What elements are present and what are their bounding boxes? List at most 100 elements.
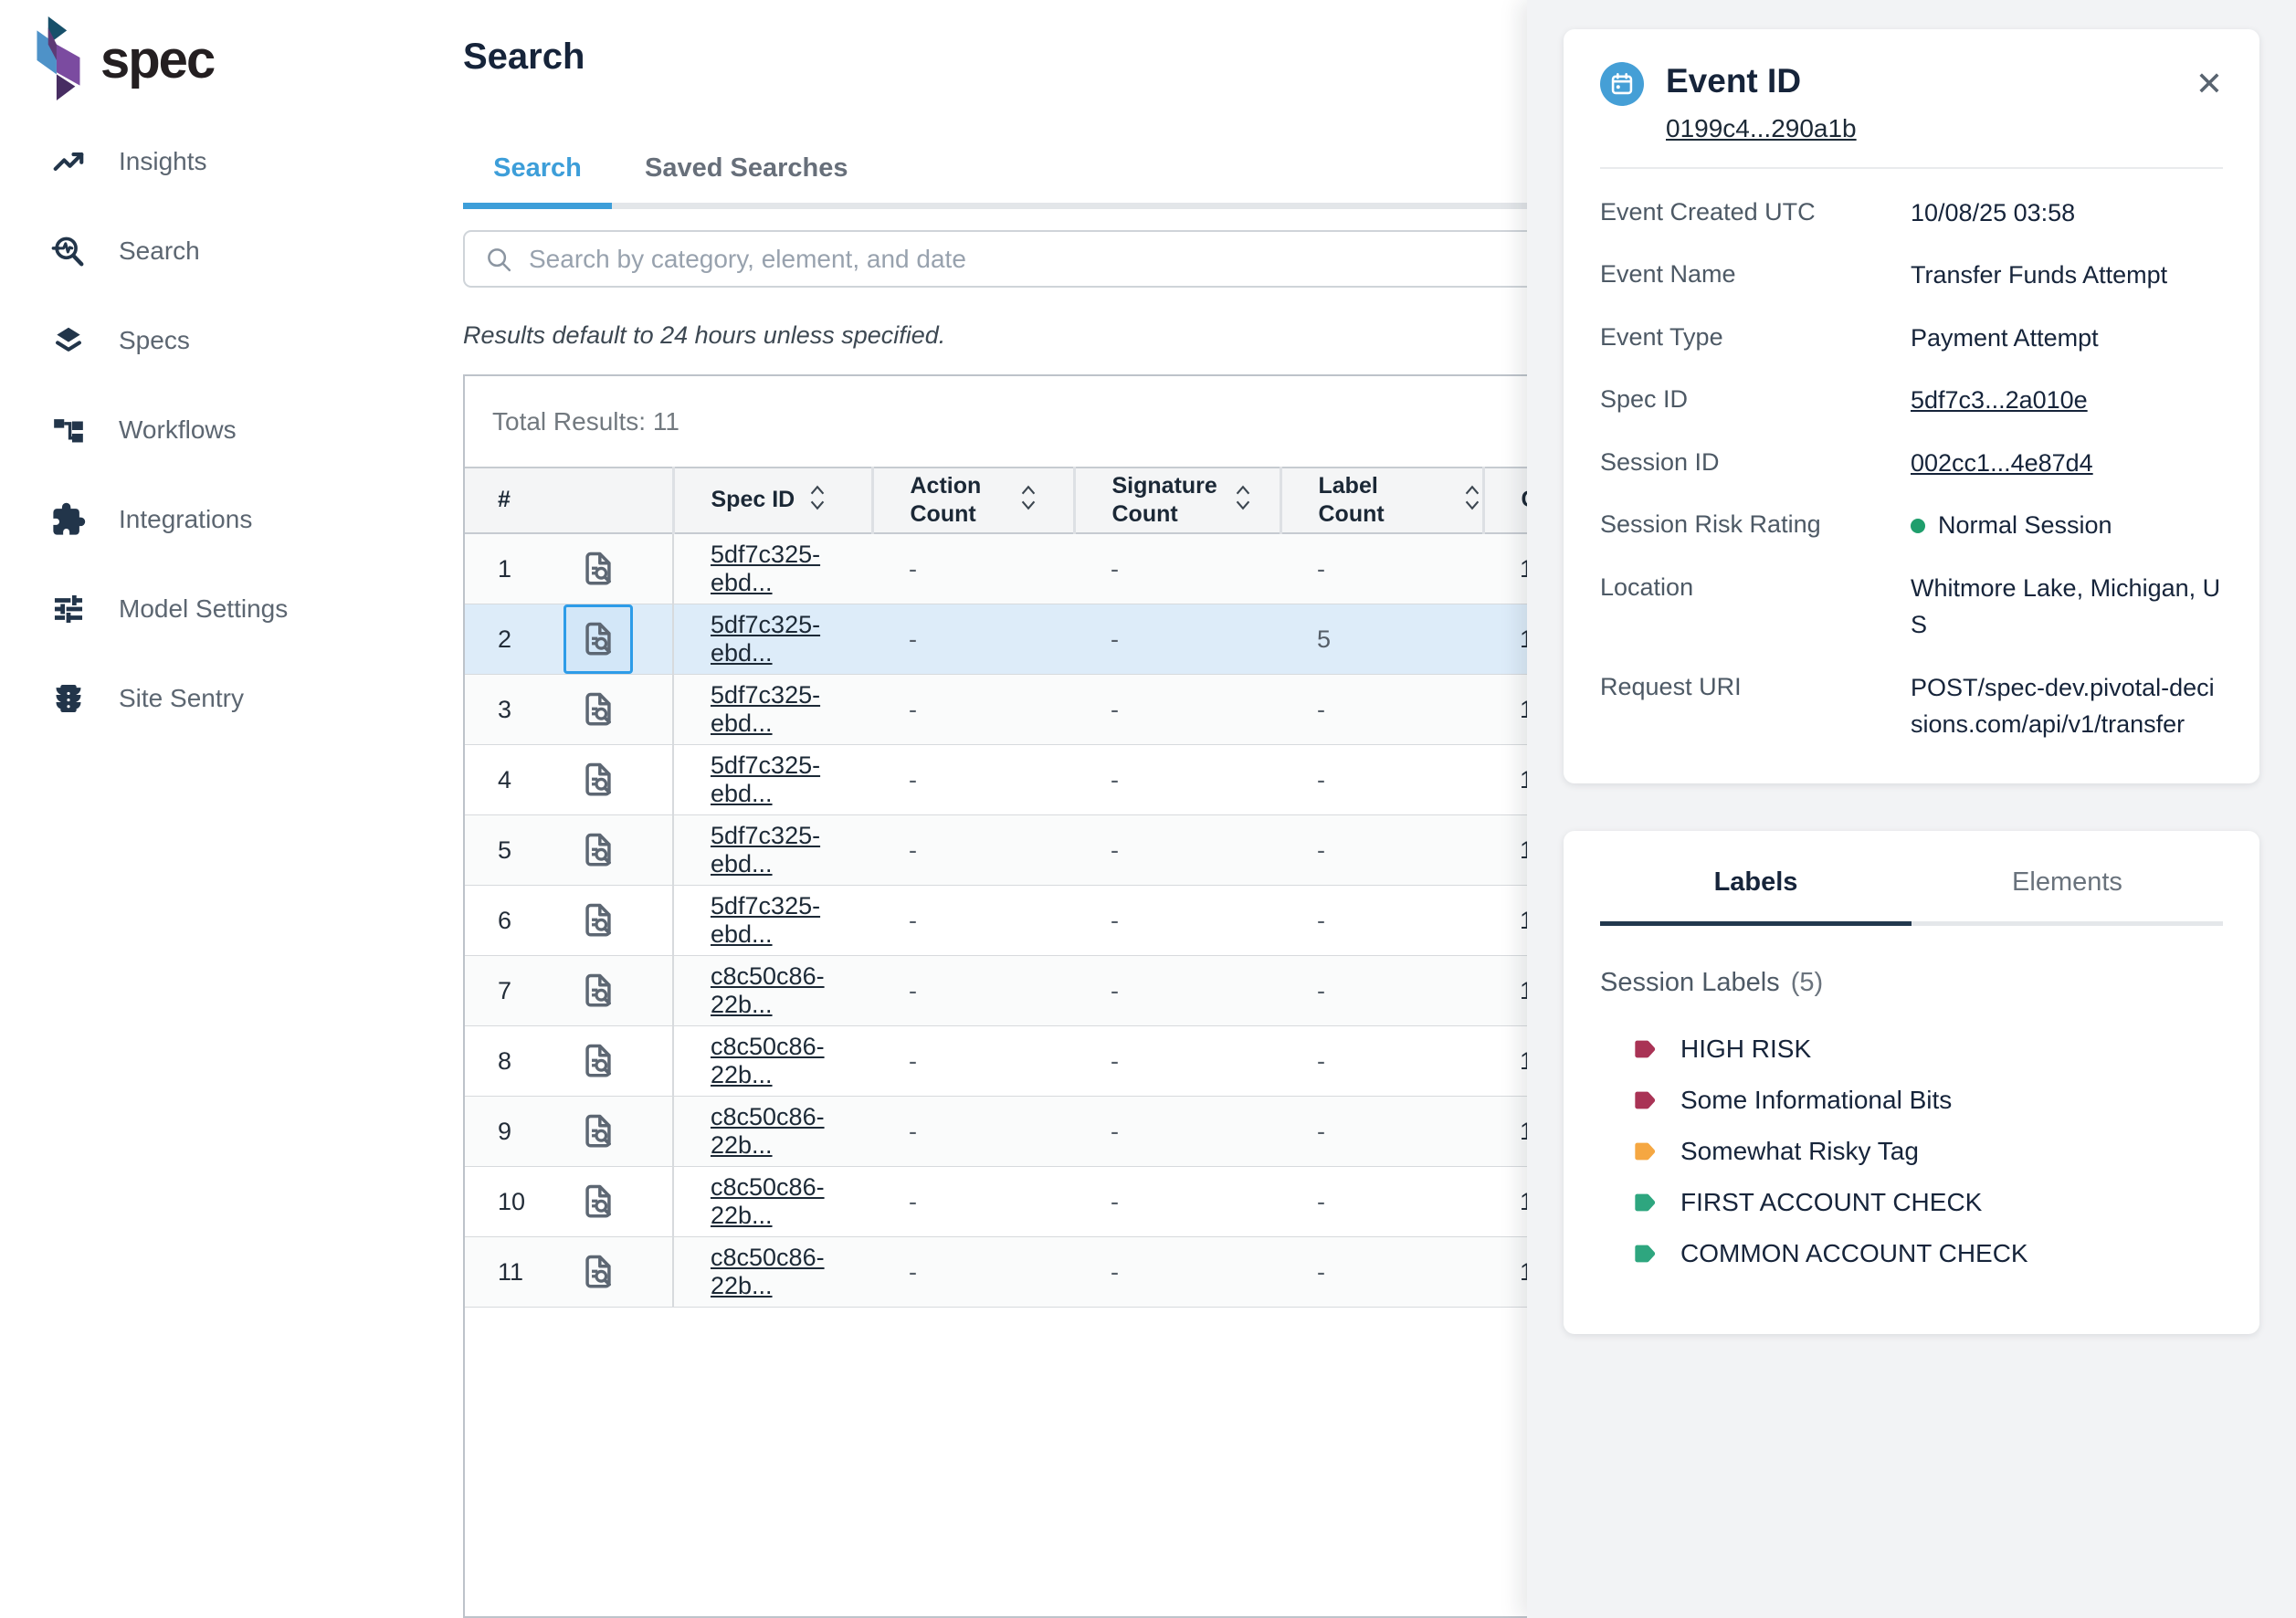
sidebar-item-search[interactable]: Search [0, 206, 461, 296]
col-header-num: # [498, 487, 511, 513]
sidebar-item-label: Specs [119, 326, 190, 354]
file-search-icon [585, 1255, 611, 1288]
field-label: Spec ID [1600, 385, 1689, 414]
row-number: 5 [498, 835, 512, 864]
spec-id-link[interactable]: c8c50c86-22b... [711, 1033, 825, 1088]
file-search-button[interactable] [563, 886, 633, 955]
event-fields: Event Created UTC 10/08/25 03:58 Event N… [1600, 182, 2223, 756]
event-detail-card: Event ID 0199c4...290a1b ✕ Event Created… [1564, 29, 2259, 783]
file-search-button[interactable] [563, 1097, 633, 1166]
col-header-spec-id[interactable]: Spec ID [671, 468, 872, 533]
session-label-text: HIGH RISK [1680, 1034, 1812, 1063]
field-row: Session ID 002cc1...4e87d4 [1600, 432, 2223, 495]
panel-title: Event ID [1666, 62, 1802, 100]
sidebar-item-insights[interactable]: Insights [0, 117, 461, 206]
file-search-button[interactable] [563, 1026, 633, 1096]
label-count-cell: - [1280, 1236, 1483, 1308]
search-icon [488, 247, 511, 271]
signature-count-cell: - [1074, 1025, 1280, 1097]
action-count-cell: - [872, 1166, 1074, 1237]
file-search-button[interactable] [563, 534, 633, 604]
col-header-signature-count[interactable]: Signature Count [1072, 468, 1280, 533]
label-count-cell: - [1280, 1096, 1483, 1167]
total-results: Total Results: 11 [492, 406, 679, 436]
action-count-cell: - [872, 674, 1074, 745]
event-id-link[interactable]: 0199c4...290a1b [1666, 113, 1857, 142]
page-title: Search [463, 37, 585, 77]
session-label-text: Somewhat Risky Tag [1680, 1136, 1919, 1165]
field-value: Whitmore Lake, Michigan, US [1911, 573, 2221, 639]
field-value: Payment Attempt [1911, 323, 2099, 352]
tab-elements[interactable]: Elements [1912, 867, 2223, 926]
row-number: 4 [498, 765, 512, 793]
label-count-cell: - [1280, 955, 1483, 1026]
spec-id-link[interactable]: 5df7c325-ebd... [711, 541, 821, 596]
sort-icon[interactable] [807, 484, 827, 518]
session-labels-list: HIGH RISK Some Informational Bits Somewh… [1633, 1024, 2223, 1279]
field-value: Normal Session [1911, 507, 2223, 544]
sidebar-item-integrations[interactable]: Integrations [0, 475, 461, 564]
tag-icon [1635, 1245, 1656, 1262]
sort-icon[interactable] [1233, 484, 1253, 518]
session-label-item: Some Informational Bits [1633, 1075, 2223, 1126]
file-search-button[interactable] [563, 956, 633, 1025]
field-label: Event Type [1600, 322, 1723, 351]
spec-id-link[interactable]: 5df7c325-ebd... [711, 751, 821, 807]
file-search-button[interactable] [563, 1237, 633, 1307]
spec-id-link[interactable]: 5df7c325-ebd... [711, 892, 821, 948]
file-search-icon [585, 552, 611, 585]
signature-count-cell: - [1074, 533, 1280, 604]
field-label: Session Risk Rating [1600, 510, 1821, 539]
sidebar-item-workflows[interactable]: Workflows [0, 385, 461, 475]
sidebar-item-model-settings[interactable]: Model Settings [0, 564, 461, 654]
signature-count-cell: - [1074, 604, 1280, 675]
row-number: 10 [498, 1187, 526, 1215]
row-number: 3 [498, 695, 512, 723]
tab-underline [463, 203, 1986, 209]
file-search-icon [585, 622, 611, 656]
col-header-action-count[interactable]: Action Count [870, 468, 1074, 533]
panel-tabbar: Labels Elements [1600, 867, 2223, 926]
col-header-label-count[interactable]: Label Count [1279, 468, 1483, 533]
file-search-button[interactable] [563, 675, 633, 744]
row-number: 11 [498, 1257, 524, 1286]
session-label-text: FIRST ACCOUNT CHECK [1680, 1187, 1983, 1216]
label-count-cell: - [1280, 885, 1483, 956]
spec-id-link[interactable]: 5df7c325-ebd... [711, 681, 821, 737]
action-count-cell: - [872, 885, 1074, 956]
signature-count-cell: - [1074, 1166, 1280, 1237]
file-search-button[interactable] [563, 745, 633, 814]
search-tabbar: Search Saved Searches [463, 153, 848, 207]
sidebar-item-specs[interactable]: Specs [0, 296, 461, 385]
puzzle-icon [51, 502, 86, 537]
close-icon[interactable]: ✕ [2195, 65, 2223, 102]
file-search-button[interactable] [563, 815, 633, 885]
sidebar-item-site-sentry[interactable]: Site Sentry [0, 654, 461, 743]
spec-id-link[interactable]: 5df7c325-ebd... [711, 611, 821, 667]
calendar-icon [1600, 62, 1644, 106]
spec-id-link[interactable]: c8c50c86-22b... [711, 1173, 825, 1229]
spec-id-link[interactable]: c8c50c86-22b... [711, 1244, 825, 1299]
session-labels-count: (5) [1790, 967, 1824, 997]
label-count-cell: 5 [1280, 604, 1483, 675]
session-label-text: COMMON ACCOUNT CHECK [1680, 1238, 2028, 1267]
spec-id-link[interactable]: 5df7c325-ebd... [711, 822, 821, 877]
spec-logo[interactable]: spec [33, 16, 216, 102]
label-count-cell: - [1280, 744, 1483, 815]
tab-search[interactable]: Search [493, 153, 582, 183]
file-search-icon [585, 762, 611, 796]
session-label-text: Some Informational Bits [1680, 1085, 1953, 1114]
file-search-button[interactable] [563, 604, 633, 674]
field-value: 10/08/25 03:58 [1911, 198, 2076, 226]
tab-saved-searches[interactable]: Saved Searches [645, 153, 848, 183]
file-search-icon [585, 903, 611, 937]
sort-icon[interactable] [1462, 484, 1482, 518]
spec-id-link[interactable]: c8c50c86-22b... [711, 1103, 825, 1159]
file-search-button[interactable] [563, 1167, 633, 1236]
spec-id-link[interactable]: c8c50c86-22b... [711, 962, 825, 1018]
sidebar-item-label: Insights [119, 147, 207, 175]
sort-icon[interactable] [1018, 484, 1038, 518]
row-number: 7 [498, 976, 512, 1004]
sidebar-item-label: Site Sentry [119, 684, 244, 712]
tab-labels[interactable]: Labels [1600, 867, 1912, 926]
